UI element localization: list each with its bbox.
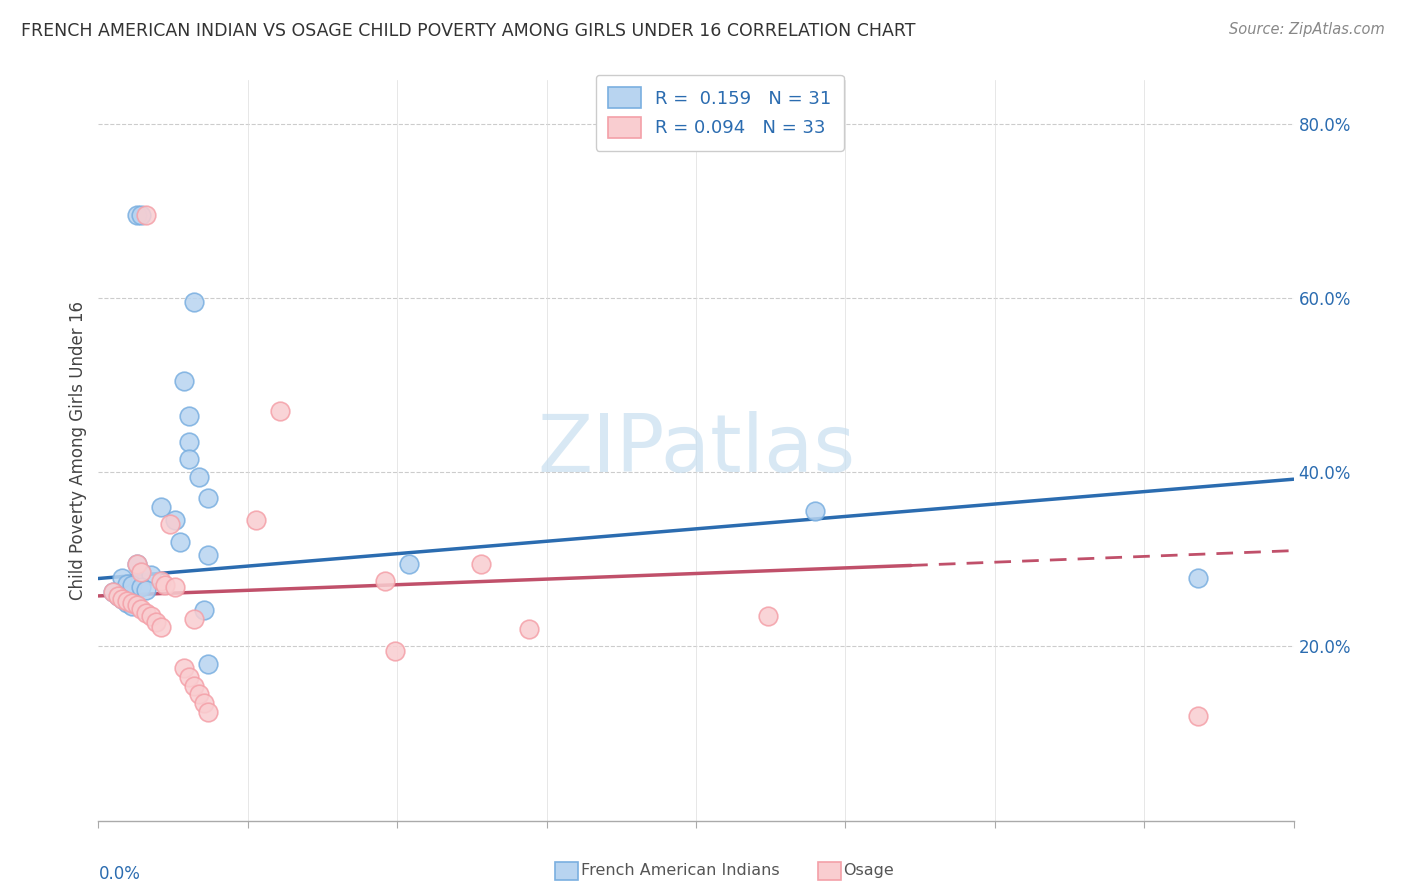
Point bbox=[384, 644, 406, 658]
Point bbox=[149, 620, 172, 634]
Point bbox=[131, 580, 153, 594]
Point bbox=[804, 504, 827, 518]
Point bbox=[374, 574, 396, 588]
Point bbox=[179, 434, 201, 449]
Point bbox=[163, 513, 186, 527]
Point bbox=[197, 548, 219, 562]
Text: French American Indians: French American Indians bbox=[581, 863, 779, 878]
Point bbox=[179, 670, 201, 684]
Point bbox=[179, 452, 201, 467]
Point bbox=[139, 568, 162, 582]
Point bbox=[131, 566, 153, 580]
Point bbox=[197, 491, 219, 506]
Point bbox=[187, 469, 209, 483]
Point bbox=[115, 594, 138, 608]
Text: FRENCH AMERICAN INDIAN VS OSAGE CHILD POVERTY AMONG GIRLS UNDER 16 CORRELATION C: FRENCH AMERICAN INDIAN VS OSAGE CHILD PO… bbox=[21, 22, 915, 40]
Point bbox=[131, 602, 153, 616]
Point bbox=[155, 578, 177, 592]
Point bbox=[470, 557, 492, 571]
Point bbox=[173, 374, 195, 388]
Point bbox=[111, 591, 134, 606]
Point bbox=[149, 500, 172, 514]
Point bbox=[1187, 572, 1209, 586]
Y-axis label: Child Poverty Among Girls Under 16: Child Poverty Among Girls Under 16 bbox=[69, 301, 87, 600]
Point bbox=[197, 657, 219, 671]
Point bbox=[398, 557, 420, 571]
Point bbox=[125, 557, 148, 571]
Legend: R =  0.159   N = 31, R = 0.094   N = 33: R = 0.159 N = 31, R = 0.094 N = 33 bbox=[596, 75, 844, 151]
Point bbox=[269, 404, 291, 418]
Point bbox=[101, 584, 124, 599]
Point bbox=[131, 208, 153, 222]
Point bbox=[193, 603, 215, 617]
Text: ZIPatlas: ZIPatlas bbox=[537, 411, 855, 490]
Point bbox=[183, 611, 205, 625]
Point bbox=[183, 295, 205, 310]
Point bbox=[163, 580, 186, 594]
Point bbox=[245, 513, 267, 527]
Point bbox=[131, 566, 153, 580]
Point bbox=[115, 576, 138, 591]
Point bbox=[193, 696, 215, 710]
Point bbox=[115, 596, 138, 610]
Point bbox=[187, 687, 209, 701]
Point bbox=[125, 598, 148, 612]
Text: Osage: Osage bbox=[844, 863, 894, 878]
Point bbox=[145, 615, 167, 629]
Point bbox=[107, 589, 129, 603]
Point bbox=[1187, 709, 1209, 723]
Point bbox=[179, 409, 201, 423]
Point bbox=[101, 584, 124, 599]
Point bbox=[135, 208, 157, 222]
Point bbox=[125, 208, 148, 222]
Text: Source: ZipAtlas.com: Source: ZipAtlas.com bbox=[1229, 22, 1385, 37]
Point bbox=[111, 591, 134, 606]
Text: 0.0%: 0.0% bbox=[98, 865, 141, 883]
Point bbox=[121, 599, 143, 613]
Point bbox=[756, 609, 779, 624]
Point bbox=[111, 572, 134, 586]
Point bbox=[517, 622, 540, 636]
Point bbox=[183, 679, 205, 693]
Point bbox=[121, 596, 143, 610]
Point bbox=[149, 574, 172, 588]
Point bbox=[121, 578, 143, 592]
Point bbox=[169, 535, 191, 549]
Point bbox=[173, 661, 195, 675]
Point bbox=[197, 705, 219, 719]
Point bbox=[159, 517, 181, 532]
Point bbox=[135, 582, 157, 597]
Point bbox=[139, 609, 162, 624]
Point bbox=[125, 557, 148, 571]
Point bbox=[107, 589, 129, 603]
Point bbox=[135, 607, 157, 621]
